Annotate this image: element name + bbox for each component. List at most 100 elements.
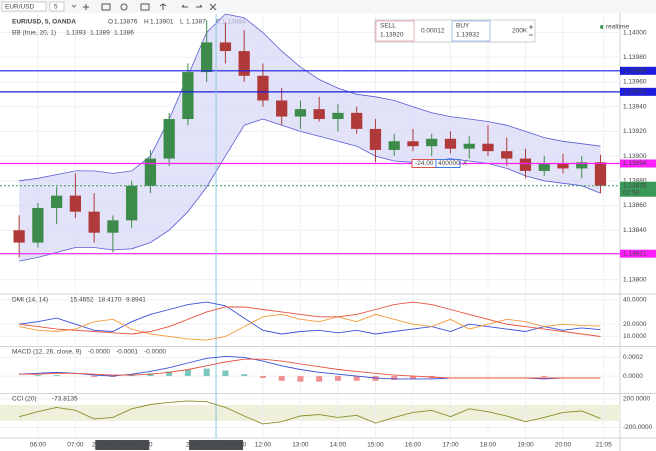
candle-body bbox=[463, 143, 475, 149]
x-tick-label: 07:00 bbox=[67, 442, 84, 449]
x-tick-label: 12:00 bbox=[255, 442, 272, 449]
histogram-bar bbox=[203, 368, 210, 377]
histogram-bar bbox=[184, 369, 191, 377]
plot: 06:00 07:00 12:00 13:00 14:00 15:00 16:00 17:00… bbox=[0, 13, 656, 450]
candle-body bbox=[519, 158, 532, 171]
buy-price[interactable]: 1.13932 bbox=[456, 32, 480, 39]
time-marker bbox=[95, 440, 150, 450]
candle-body bbox=[294, 109, 307, 117]
candle-body bbox=[369, 128, 382, 150]
histogram-bar bbox=[109, 376, 116, 378]
order-pnl: -24.00 bbox=[415, 160, 434, 167]
indicator-name: BB (true, 20, 1) bbox=[12, 30, 56, 37]
histogram-bar bbox=[409, 376, 416, 379]
indicator-value: 1.1393 bbox=[66, 30, 86, 37]
candle-body bbox=[69, 195, 82, 212]
time-marker-label: 2017-07-10 08:15:00 bbox=[92, 442, 153, 449]
candle-body bbox=[257, 75, 269, 101]
settings-icon[interactable] bbox=[120, 3, 128, 11]
last-price-label: 1.13876 bbox=[623, 182, 647, 189]
indicator-icon[interactable] bbox=[101, 3, 111, 11]
x-tick-label: 20:00 bbox=[555, 442, 572, 449]
sell-price[interactable]: 1.13920 bbox=[380, 32, 404, 39]
y-tick-label: 20.0000 bbox=[623, 321, 647, 328]
price-tag bbox=[620, 249, 656, 258]
legend-value: 18.4170 bbox=[98, 297, 122, 304]
compare-icon[interactable] bbox=[83, 4, 89, 10]
y-tick-label: 1.13860 bbox=[623, 202, 647, 209]
x-tick-label: 13:00 bbox=[292, 442, 309, 449]
sell-button[interactable] bbox=[375, 20, 415, 42]
histogram-bar bbox=[334, 376, 341, 381]
y-tick-label: 1.13840 bbox=[623, 227, 647, 234]
histogram-bar bbox=[353, 376, 360, 381]
histogram-bar bbox=[297, 376, 304, 382]
candle-body bbox=[482, 143, 494, 152]
symbol-input[interactable]: EUR/USD bbox=[5, 4, 35, 11]
indicator-value: 1.1386 bbox=[114, 30, 134, 37]
time-marker bbox=[189, 440, 244, 450]
histogram-bar bbox=[34, 375, 41, 377]
x-tick-label: 14:00 bbox=[330, 442, 347, 449]
interval-box[interactable] bbox=[49, 1, 65, 12]
series-line bbox=[19, 13, 601, 182]
redo-icon[interactable] bbox=[196, 4, 203, 8]
interval[interactable]: 5 bbox=[54, 4, 58, 11]
y-tick-label: 1.14000 bbox=[623, 29, 647, 36]
order-qty-box bbox=[435, 159, 461, 169]
histogram-bar bbox=[316, 376, 323, 382]
ohlc-label: O bbox=[108, 19, 113, 26]
order-quantity: 400000 bbox=[438, 160, 460, 167]
template-icon[interactable] bbox=[140, 3, 150, 11]
dmi-title: DMI (14, 14) bbox=[12, 297, 48, 304]
price-tag-label: 1.13821 bbox=[623, 250, 647, 257]
realtime-label: realtime bbox=[606, 24, 630, 31]
price-tag bbox=[620, 159, 656, 168]
series-line bbox=[19, 118, 601, 262]
y-tick-label: 1.13800 bbox=[623, 276, 647, 283]
realtime-dot bbox=[600, 25, 604, 29]
symbol-box[interactable] bbox=[1, 1, 47, 12]
undo-icon[interactable] bbox=[181, 4, 188, 8]
y-tick-label: -200.0000 bbox=[623, 424, 653, 431]
y-tick-label: 200.0000 bbox=[623, 396, 650, 403]
candle-body bbox=[144, 158, 157, 186]
toolbar bbox=[0, 0, 656, 13]
price-tag bbox=[620, 66, 656, 75]
candle-body bbox=[351, 112, 363, 129]
candle-body bbox=[163, 119, 175, 159]
candle-body bbox=[426, 138, 438, 147]
candle-body bbox=[238, 51, 250, 76]
quantity-stepper[interactable] bbox=[529, 25, 533, 36]
legend-value: -73.8135 bbox=[52, 396, 78, 403]
legend-value: -0.0000 bbox=[144, 349, 166, 356]
y-tick-label: 0.0002 bbox=[623, 354, 643, 361]
y-tick-label: 0.0000 bbox=[623, 373, 643, 380]
price-tag-label: 1.13969 bbox=[623, 68, 647, 75]
x-tick-label: 16:00 bbox=[405, 442, 422, 449]
candle-body bbox=[51, 195, 63, 208]
candle-body bbox=[332, 112, 344, 120]
histogram-bar bbox=[541, 376, 548, 378]
candle-body bbox=[219, 42, 232, 52]
series-line bbox=[18, 400, 601, 425]
time-marker-label: 2017-07-10 10:45:00 bbox=[186, 442, 247, 449]
buy-button[interactable] bbox=[451, 20, 491, 42]
last-price-tag bbox=[620, 181, 656, 197]
cci-title: CCI (20) bbox=[12, 396, 37, 403]
candle-body bbox=[501, 151, 513, 159]
interval-dropdown[interactable] bbox=[71, 4, 77, 8]
order-close[interactable]: X bbox=[463, 160, 468, 167]
quantity[interactable]: 200K bbox=[512, 28, 528, 35]
snapshot-icon[interactable] bbox=[159, 3, 167, 10]
y-tick-label: 1.13920 bbox=[623, 128, 647, 135]
fullscreen-icon[interactable] bbox=[209, 3, 217, 11]
histogram-bar bbox=[166, 371, 173, 377]
series-line bbox=[19, 358, 601, 379]
candle-body bbox=[88, 211, 100, 233]
candle-body bbox=[388, 141, 400, 150]
ohlc-label: L bbox=[180, 19, 184, 26]
buy-label[interactable]: BUY bbox=[456, 23, 470, 30]
sell-label[interactable]: SELL bbox=[380, 23, 396, 30]
